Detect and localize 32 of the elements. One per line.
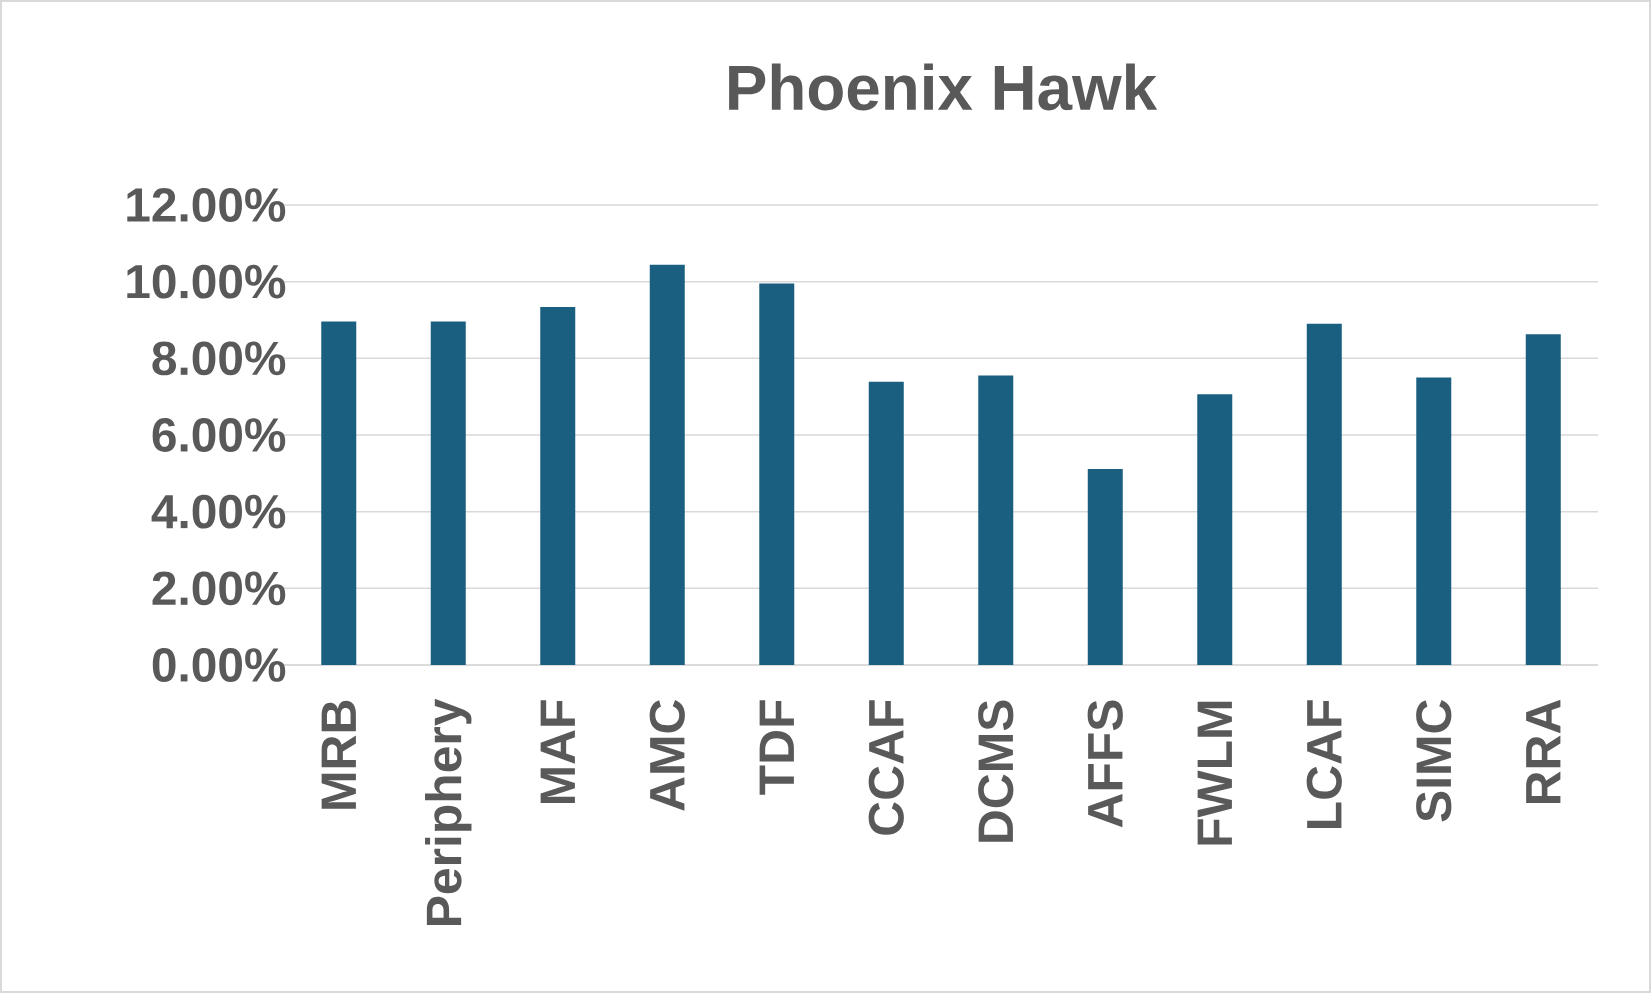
x-tick-label: SIMC (1416, 699, 1452, 822)
y-tick-label: 0.00% (152, 648, 286, 682)
y-tick-label: 4.00% (151, 494, 286, 529)
y-tick-label: 10.00% (127, 264, 286, 299)
bar (540, 306, 576, 665)
x-tick-label: DCMS (978, 700, 1014, 842)
bar (649, 264, 685, 665)
bar (321, 321, 357, 665)
bar (1525, 334, 1561, 665)
x-tick-label: TDF (759, 700, 794, 795)
x-tick-label: FWLM (1197, 701, 1232, 845)
bar (1087, 469, 1123, 665)
y-tick-label: 12.00% (127, 188, 286, 222)
bar (868, 381, 904, 665)
bar (1197, 394, 1233, 665)
x-tick-label: RRA (1526, 699, 1561, 804)
x-tick-label: Periphery (425, 698, 472, 925)
bar (1306, 323, 1342, 665)
bar (430, 321, 466, 665)
x-tick-label: CCAF (868, 700, 904, 835)
x-tick-label: AMC (649, 699, 685, 811)
x-tick-label: MAF (540, 700, 575, 804)
bar (759, 283, 795, 665)
chart-title: Phoenix Hawk (729, 63, 1158, 111)
y-tick-label: 8.00% (152, 341, 286, 376)
y-tick-label: 2.00% (152, 571, 286, 606)
y-tick-label: 6.00% (152, 418, 286, 452)
x-tick-label: AFFS (1087, 700, 1123, 828)
bar (1416, 377, 1452, 665)
x-tick-label: LCAF (1306, 700, 1342, 828)
bar (978, 375, 1014, 665)
x-tick-label: MRB (321, 700, 356, 809)
